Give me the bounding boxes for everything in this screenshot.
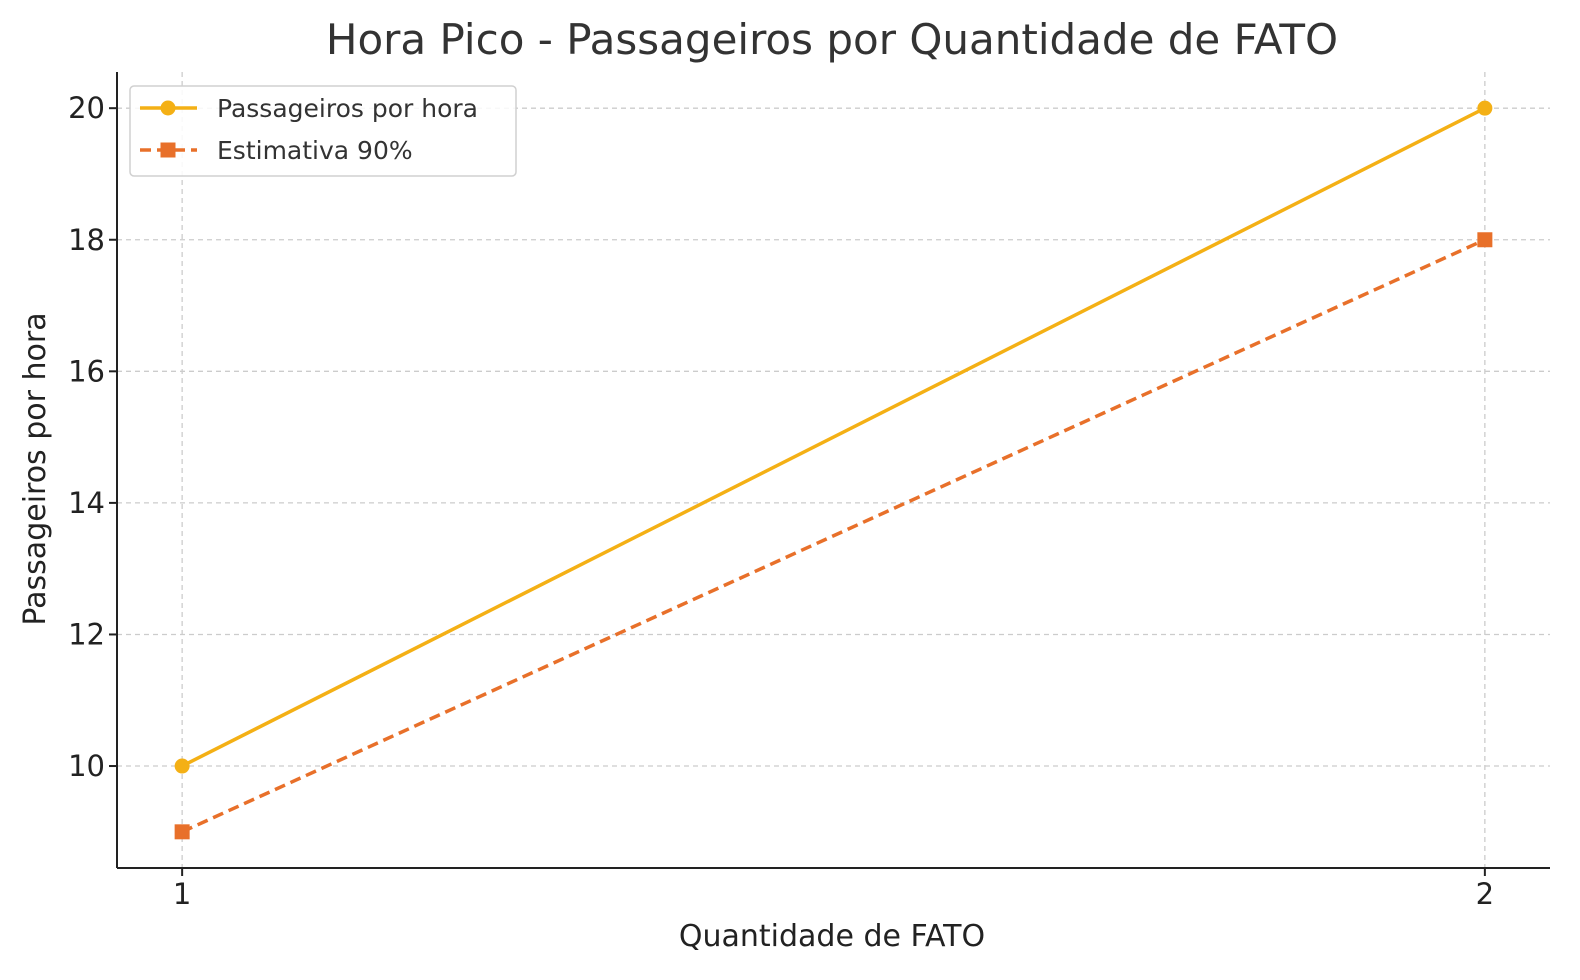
legend-marker-1 [160,142,176,158]
legend-label-1: Estimativa 90% [217,136,413,165]
chart-title: Hora Pico - Passageiros por Quantidade d… [326,15,1338,64]
y-tick-label-2: 14 [68,486,105,520]
series-0-point-0 [174,758,190,774]
x-tick-label-1: 2 [1476,877,1494,911]
legend-box [129,85,517,177]
legend-label-0: Passageiros por hora [217,94,478,123]
y-tick-label-5: 20 [68,91,105,125]
series-1-point-0 [174,824,190,840]
x-axis-label: Quantidade de FATO [679,919,985,954]
y-tick-label-3: 16 [68,354,105,388]
y-tick-label-4: 18 [68,223,105,257]
axis-spines [116,72,1550,869]
y-tick-label-0: 10 [68,749,105,783]
series-line-1 [181,238,1486,834]
legend-marker-0 [160,100,176,116]
series-0-point-1 [1477,100,1493,116]
y-axis-label: Passageiros por hora [18,312,53,625]
grid-lines [117,72,1550,868]
series-line-0 [181,106,1486,768]
series-group [174,100,1493,840]
series-1-point-1 [1477,232,1493,248]
y-tick-label-1: 12 [68,617,105,651]
x-tick-label-0: 1 [173,877,191,911]
legend: Passageiros por hora Estimativa 90% [129,85,517,177]
